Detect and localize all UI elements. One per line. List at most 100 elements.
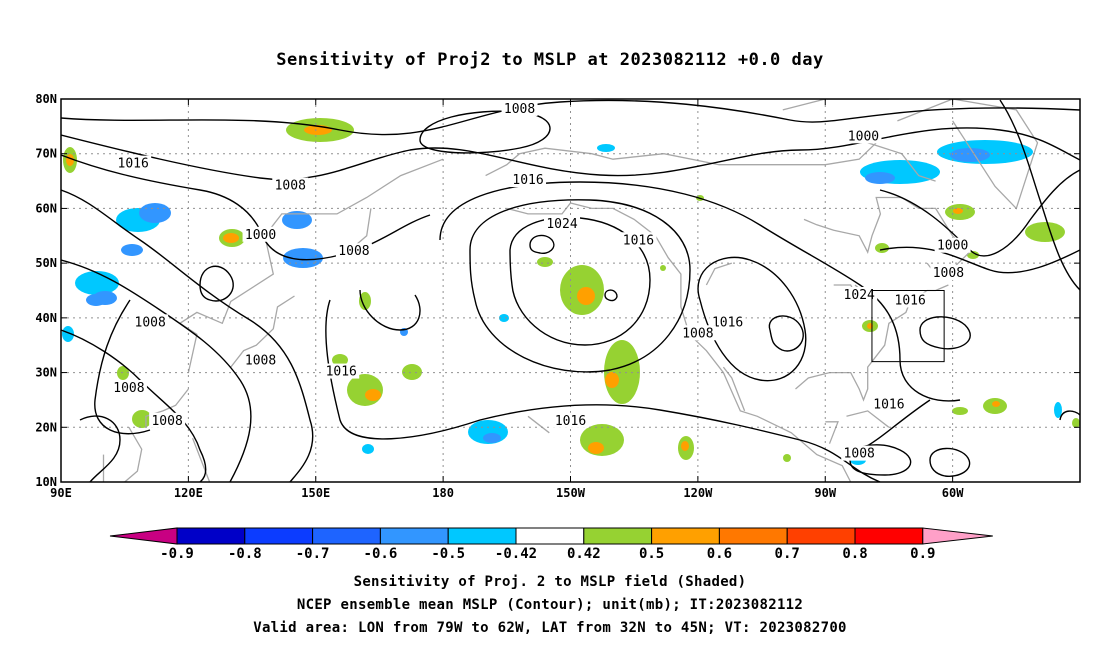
sensitivity-patch: [223, 233, 239, 243]
colorbar-label: -0.7: [296, 546, 330, 562]
sensitivity-patch: [402, 364, 422, 380]
contour-label: 1016: [512, 173, 543, 188]
isobar: [61, 99, 1080, 136]
sensitivity-patch: [1054, 402, 1062, 418]
sensitivity-patch: [953, 208, 963, 214]
contour-label: 1016: [555, 414, 586, 429]
colorbar-label: -0.5: [431, 546, 465, 562]
sensitivity-patch: [121, 244, 143, 256]
contour-label: 1008: [135, 315, 166, 330]
isobar: [999, 99, 1080, 291]
sensitivity-patch: [681, 441, 689, 451]
coastline-segment: [145, 388, 189, 428]
valid-area-box: [871, 290, 945, 363]
contour-label: 1000: [937, 239, 968, 254]
colorbar-label: -0.9: [160, 546, 194, 562]
longitude-label: 180: [432, 486, 454, 500]
contour-label-background: [841, 445, 878, 461]
isobar: [529, 234, 555, 255]
coastline-segment: [230, 295, 295, 368]
latitude-label: 80N: [35, 92, 57, 106]
isobar: [61, 127, 1080, 181]
latitude-label: 20N: [35, 420, 57, 434]
colorbar-segment: [447, 527, 517, 545]
contour-label: 1024: [546, 217, 577, 232]
contour-label-background: [335, 243, 372, 259]
contour-label-background: [552, 412, 589, 428]
colorbar-label: 0.8: [842, 546, 867, 562]
colorbar-label: -0.42: [495, 546, 537, 562]
sensitivity-patch: [62, 326, 74, 342]
coastline-segment: [825, 421, 839, 444]
sensitivity-patch: [75, 271, 119, 295]
latitude-label: 60N: [35, 201, 57, 215]
sensitivity-patch: [86, 294, 106, 306]
sensitivity-patch: [365, 389, 381, 401]
contour-label-background: [709, 314, 746, 330]
colorbar-segment: [379, 527, 449, 545]
coastline-segment: [527, 415, 550, 434]
colorbar-segment: [583, 527, 653, 545]
isobar: [879, 246, 1080, 274]
contour-label-background: [544, 215, 581, 231]
contour-label: 1008: [682, 326, 713, 341]
sensitivity-patch: [992, 401, 1000, 407]
map-title: Sensitivity of Proj2 to MSLP at 20230821…: [276, 50, 824, 70]
sensitivity-patch: [588, 442, 604, 454]
sensitivity-patch: [597, 144, 615, 152]
coastline-segment: [803, 196, 971, 275]
sensitivity-patch: [605, 372, 619, 388]
colorbar-label: 0.42: [567, 546, 601, 562]
sensitivity-patch: [660, 265, 666, 271]
axis-ticks: [60, 98, 1080, 483]
isobar: [919, 316, 971, 350]
sensitivity-patch: [290, 252, 310, 264]
colorbar-label: 0.7: [775, 546, 800, 562]
isobar: [929, 447, 971, 477]
longitude-label: 120W: [683, 486, 713, 500]
coastline-segment: [722, 366, 746, 412]
latitude-labels: 80N 70N 60N 50N 40N 30N 20N 10N: [35, 92, 57, 489]
sensitivity-patch: [362, 444, 374, 454]
contour-label: 1016: [873, 397, 904, 412]
contour-label: 1008: [933, 266, 964, 281]
sensitivity-patch: [1025, 222, 1065, 242]
coastline-segment: [846, 410, 890, 428]
isobar: [697, 256, 807, 382]
longitude-label: 90W: [814, 486, 836, 500]
isobar: [94, 299, 151, 435]
contour-label-background: [620, 232, 657, 248]
sensitivity-patch: [875, 243, 889, 253]
colorbar-segment: [786, 527, 856, 545]
colorbar-segment: [176, 527, 246, 545]
isobar: [61, 329, 207, 482]
colorbar-segment: [515, 527, 585, 545]
colorbar-segment: [854, 527, 924, 545]
sensitivity-patch: [332, 354, 348, 366]
contour-label: 1016: [895, 293, 926, 308]
colorbar: -0.9 -0.8 -0.7 -0.6 -0.5 -0.42 0.42 0.5 0.6 0.7 0.…: [109, 527, 993, 562]
colorbar-label: 0.5: [639, 546, 664, 562]
isobar: [604, 289, 618, 302]
isobar: [61, 259, 252, 482]
longitude-labels: 90E 120E 150E 180 150W 120W 90W 60W: [50, 486, 964, 500]
colorbar-segment: [651, 527, 720, 545]
colorbar-segment: [312, 527, 381, 545]
contour-label-background: [679, 325, 716, 341]
contour-label: 1000: [245, 228, 276, 243]
contour-label-background: [323, 363, 360, 379]
isobar: [879, 169, 1080, 257]
contour-label-background: [242, 226, 279, 242]
contour-label: 1008: [245, 354, 276, 369]
sensitivity-patch: [139, 203, 171, 223]
contour-label-background: [892, 292, 929, 308]
colorbar-high-extension: [922, 527, 993, 545]
contour-label-background: [110, 379, 147, 395]
longitude-label: 150W: [556, 486, 586, 500]
latitude-label: 10N: [35, 475, 57, 489]
coastline-segment: [506, 202, 852, 482]
sensitivity-patch: [499, 314, 509, 322]
